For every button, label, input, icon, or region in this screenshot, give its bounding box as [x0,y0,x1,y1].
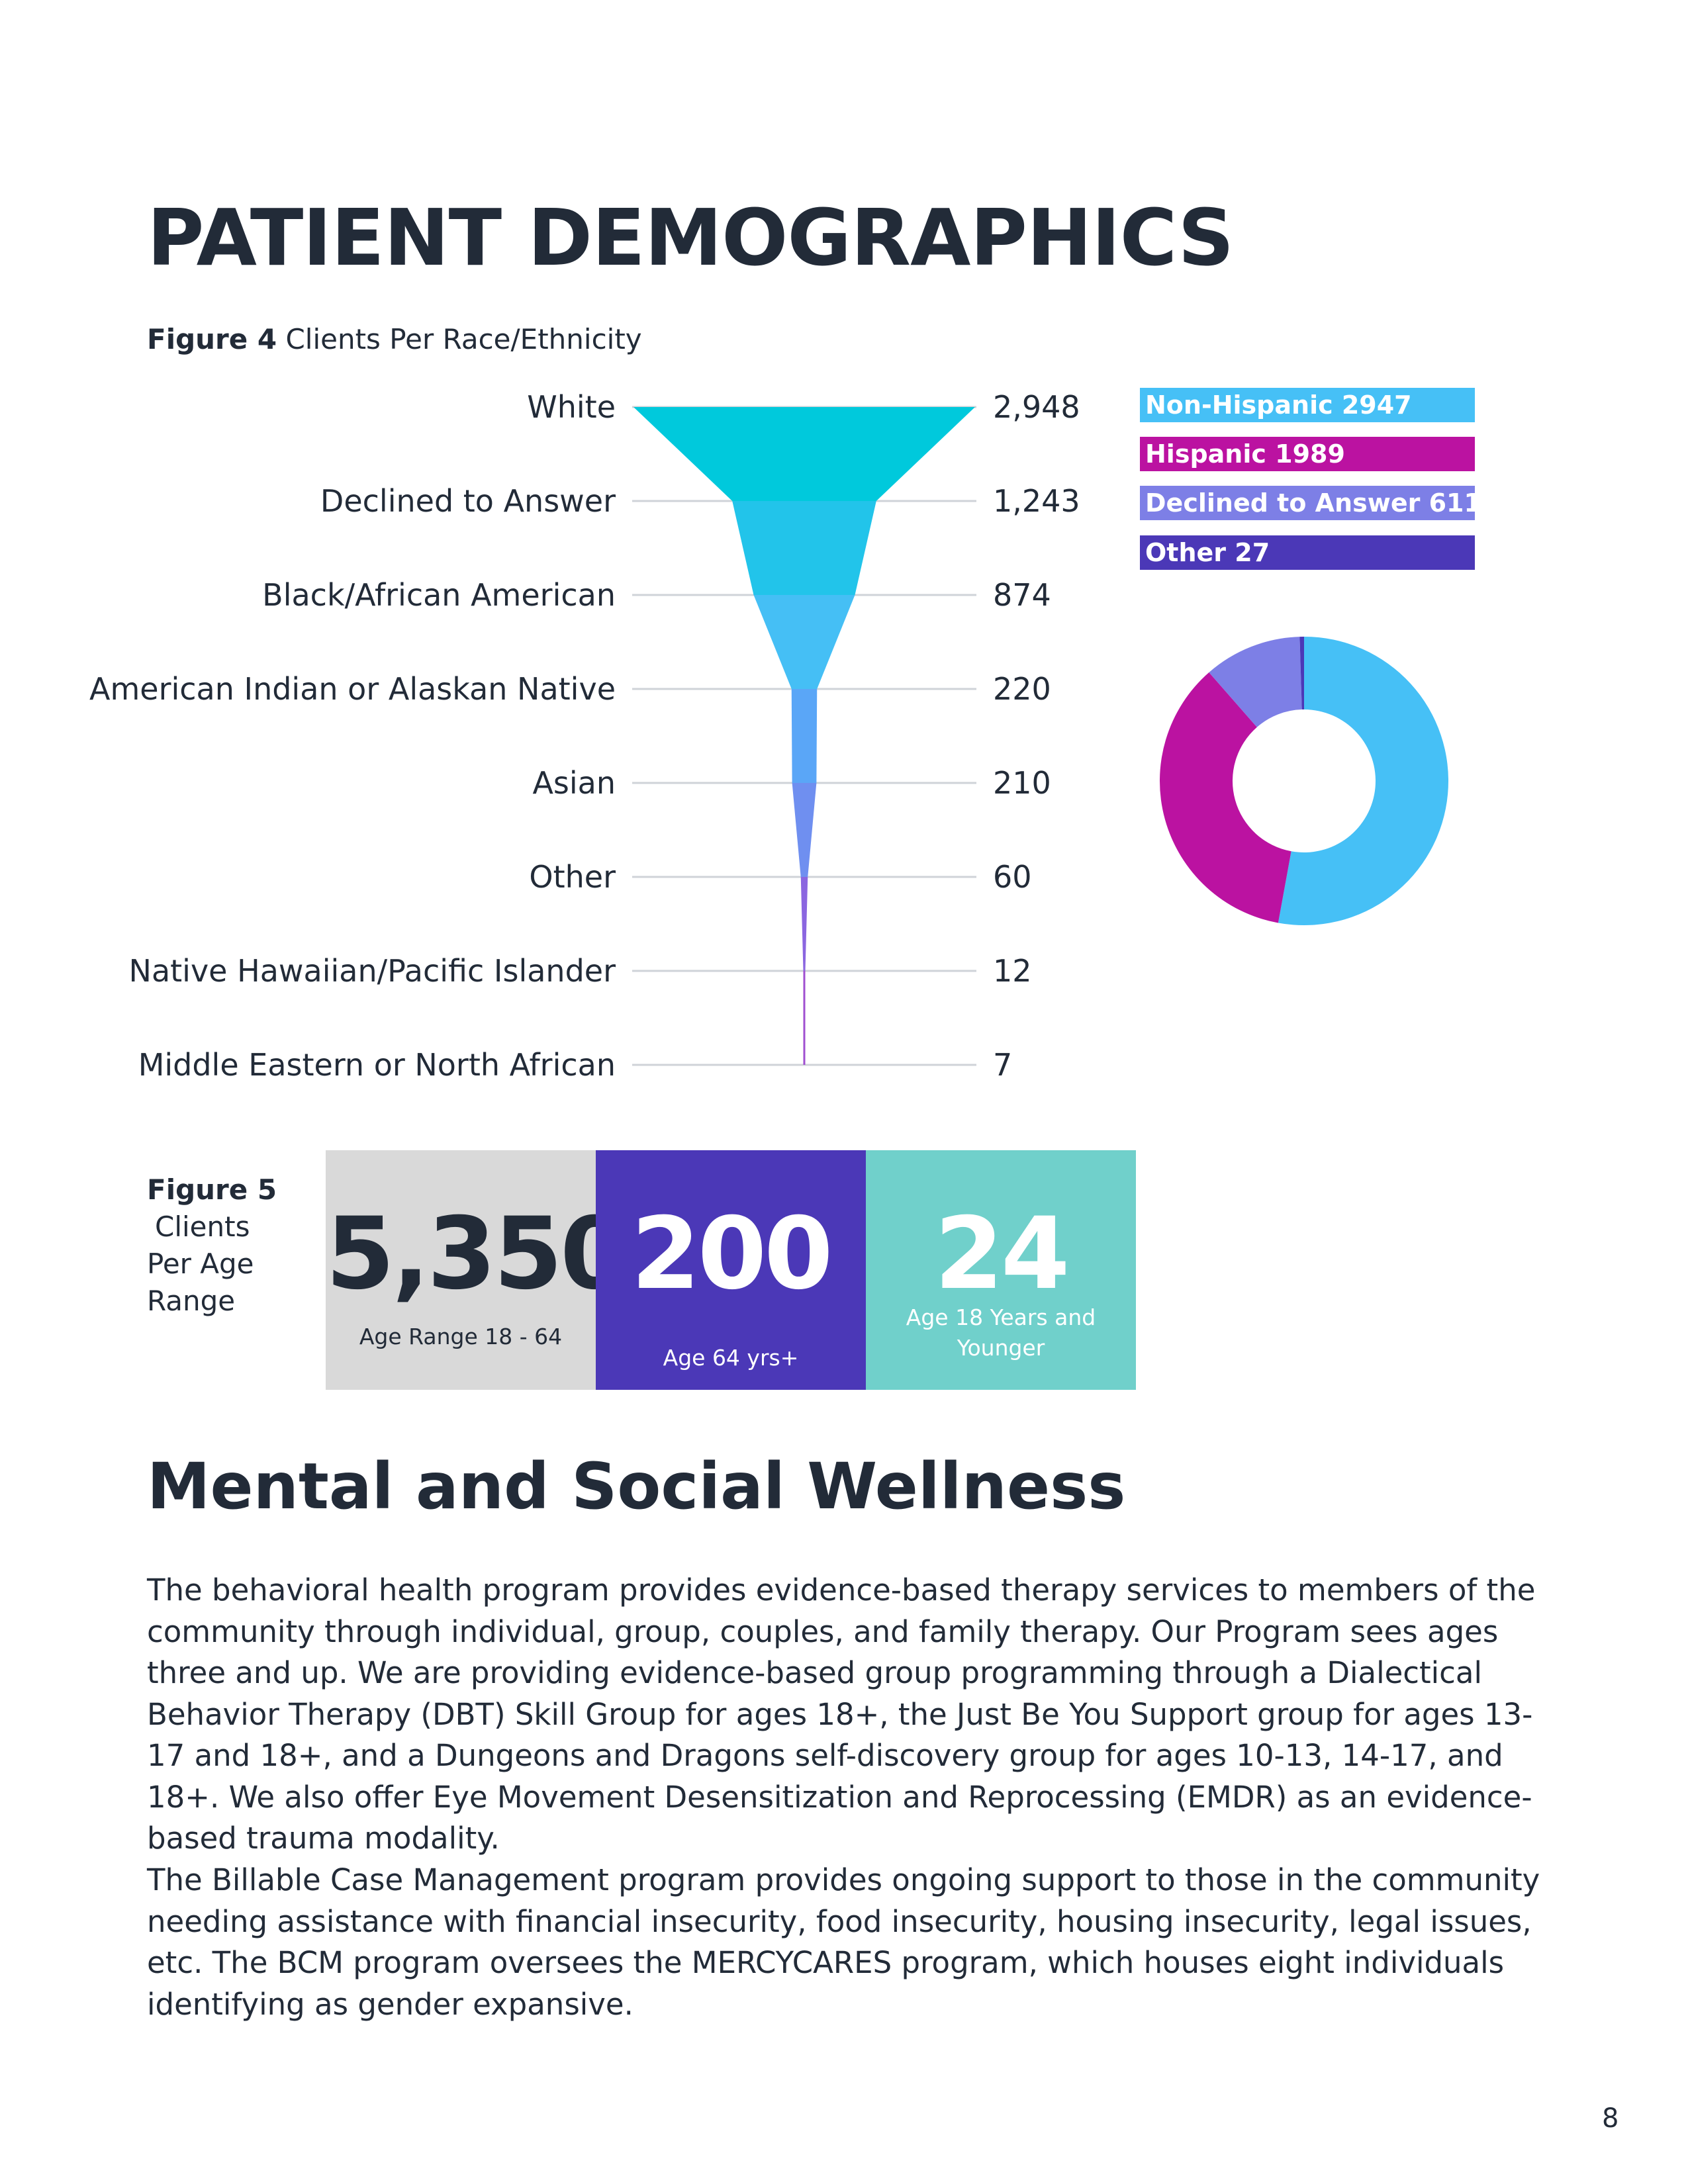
donut-slice-non-hispanic [1278,637,1448,925]
donut-slice-declined-to-answer [1209,637,1302,727]
funnel-value: 220 [993,671,1051,707]
funnel-value: 1,243 [993,483,1080,519]
funnel-band [792,783,817,877]
figure-4-title: Clients Per Race/Ethnicity [285,323,642,355]
funnel-value: 60 [993,859,1032,895]
stat-box-youth: 24 Age 18 Years and Younger [866,1150,1136,1390]
funnel-label: Middle Eastern or North African [138,1047,616,1083]
figure-5-caption: Figure 5 Clients Per Age Range [147,1171,279,1320]
stat-label-seniors: Age 64 yrs+ [663,1345,799,1371]
funnel-label: Black/African American [262,577,616,613]
funnel-value: 2,948 [993,389,1080,425]
stat-number-adults: 5,350 [326,1197,629,1312]
funnel-band [800,877,808,971]
funnel-bands [633,407,975,1065]
figure-5-line-2: Per Age [147,1248,254,1280]
stat-label-youth: Age 18 Years and Younger [906,1304,1096,1361]
paragraph-case-management: The Billable Case Management program pro… [147,1862,1540,2022]
section-heading: Mental and Social Wellness [147,1449,1126,1524]
figure-5-line-1: Clients [155,1210,250,1243]
legend-item-other: Other 27 [1140,535,1475,570]
funnel-value: 210 [993,765,1051,801]
figure-4-label: Figure 4 [147,323,277,355]
funnel-label: American Indian or Alaskan Native [89,671,616,707]
funnel-band [791,689,818,783]
ethnicity-donut-chart [1160,637,1448,925]
paragraph-behavioral-health: The behavioral health program provides e… [147,1572,1536,1856]
funnel-value: 874 [993,577,1051,613]
funnel-values: 2,948 1,243 874 220 210 60 12 7 [993,389,1080,1083]
figure-5-line-3: Range [147,1285,236,1317]
funnel-label: Asian [532,765,616,801]
funnel-value: 7 [993,1047,1012,1083]
legend-item-hispanic: Hispanic 1989 [1140,437,1475,471]
page-number: 8 [1602,2103,1619,2134]
funnel-band [633,407,975,501]
stat-box-seniors: 200 Age 64 yrs+ [596,1150,866,1390]
stat-number-youth: 24 [934,1197,1070,1312]
funnel-label: Other [529,859,616,895]
figure-5-label: Figure 5 [147,1173,277,1206]
funnel-label: White [527,389,616,425]
stat-number-seniors: 200 [631,1197,833,1312]
stat-label-adults: Age Range 18 - 64 [359,1324,563,1349]
page-title: PATIENT DEMOGRAPHICS [147,192,1234,283]
donut-slice-other [1299,637,1304,710]
legend-item-non-hispanic: Non-Hispanic 2947 [1140,388,1475,422]
donut-slice-hispanic [1160,672,1291,923]
funnel-labels: White Declined to Answer Black/African Ame… [89,389,616,1083]
funnel-band [732,501,876,595]
funnel-label: Declined to Answer [320,483,616,519]
race-funnel-chart: White Declined to Answer Black/African Ame… [89,389,1080,1083]
legend-item-declined: Declined to Answer 611 [1140,486,1481,520]
funnel-value: 12 [993,953,1032,989]
stat-box-adults: 5,350 Age Range 18 - 64 [326,1150,629,1390]
funnel-band [753,595,855,689]
funnel-band [803,971,806,1065]
funnel-label: Native Hawaiian/Pacific Islander [129,953,616,989]
figure-4-caption: Figure 4 Clients Per Race/Ethnicity [147,323,642,355]
